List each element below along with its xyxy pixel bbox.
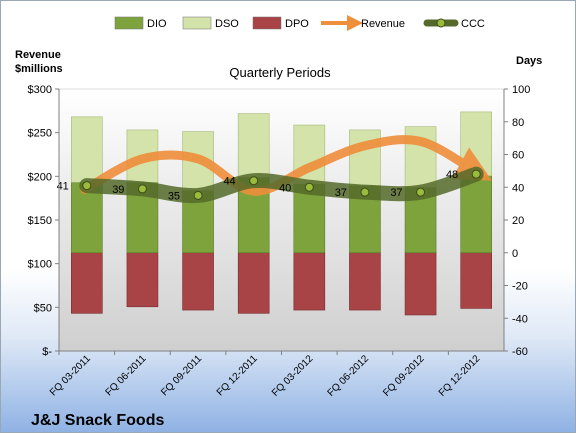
bar-dpo — [182, 252, 214, 311]
bar-dpo — [71, 252, 103, 314]
left-axis-title-line1: Revenue — [15, 49, 61, 61]
ccc-data-label: 37 — [390, 187, 402, 199]
bars-layer — [71, 111, 492, 316]
bar-dpo — [293, 252, 326, 311]
x-axis-tick-label: FQ 12-2011 — [215, 353, 260, 398]
right-axis-tick-label: 40 — [512, 182, 524, 194]
legend-label-dpo: DPO — [285, 18, 309, 30]
legend-swatch-dpo — [252, 16, 282, 30]
left-axis-tick-label: $50 — [34, 302, 52, 314]
ccc-line — [79, 166, 484, 204]
ccc-point — [137, 184, 147, 194]
ccc-data-label: 44 — [223, 176, 235, 188]
ccc-point — [82, 181, 92, 191]
legend-label-revenue: Revenue — [361, 18, 405, 30]
legend-label-dio: DIO — [147, 18, 167, 30]
ccc-point — [360, 187, 370, 197]
ccc-data-label: 39 — [112, 184, 124, 196]
ccc-data-label: 37 — [335, 187, 347, 199]
bar-dso — [349, 129, 381, 186]
right-axis-tick-label: 0 — [512, 248, 518, 260]
plot-area — [58, 88, 505, 352]
x-axis-tick-label: FQ 09-2011 — [159, 353, 204, 398]
right-axis-tick-label: 60 — [512, 150, 524, 162]
ccc-data-label: 48 — [446, 169, 458, 181]
bar-dio — [460, 175, 492, 254]
right-axis-tick-label: 20 — [512, 215, 524, 227]
bar-dpo — [404, 252, 437, 316]
ccc-point — [471, 169, 481, 179]
ccc-point — [249, 176, 259, 186]
right-axis-tick-label: -20 — [512, 281, 528, 293]
x-axis-tick-label: FQ 12-2012 — [437, 353, 483, 399]
left-axis-title-line2: $millions — [15, 63, 63, 75]
x-axis-tick-label: FQ 06-2012 — [326, 353, 372, 399]
x-axis-tick-label: FQ 03-2011 — [48, 353, 93, 398]
right-axis-tick-label: -40 — [512, 313, 528, 325]
bar-dpo — [237, 252, 270, 314]
ccc-point — [416, 187, 426, 197]
ccc-data-label: 40 — [279, 182, 291, 194]
bar-dso — [71, 116, 103, 183]
legend-swatch-dso — [182, 16, 212, 30]
chart-title: Quarterly Periods — [229, 65, 331, 80]
right-axis-title: Days — [516, 55, 542, 67]
ccc-data-label: 41 — [57, 181, 69, 193]
left-axis-tick-label: $150 — [28, 215, 52, 227]
left-axis-tick-label: $- — [42, 346, 52, 358]
right-axis-tick-label: -60 — [512, 346, 528, 358]
legend-label-ccc: CCC — [461, 18, 485, 30]
legend-label-dso: DSO — [215, 18, 239, 30]
left-axis-tick-label: $250 — [28, 128, 52, 140]
bar-dso — [237, 113, 270, 178]
right-axis-tick-label: 80 — [512, 117, 524, 129]
left-axis-tick-label: $300 — [28, 84, 52, 96]
legend: DIO DSO DPO Revenue CCC — [114, 15, 485, 31]
legend-marker-ccc — [436, 18, 446, 28]
ccc-point — [193, 190, 203, 200]
bar-dpo — [460, 252, 492, 309]
x-axis-tick-label: FQ 06-2011 — [104, 353, 149, 398]
right-axis-tick-label: 100 — [512, 84, 530, 96]
ccc-data-label: 35 — [168, 190, 180, 202]
bar-dpo — [126, 252, 159, 308]
x-axis-tick-label: FQ 03-2012 — [270, 353, 316, 399]
x-axis-tick-label: FQ 09-2012 — [381, 353, 427, 399]
company-name: J&J Snack Foods — [31, 412, 164, 429]
left-axis-tick-label: $200 — [28, 171, 52, 183]
lines-layer: 41 39 35 44 40 37 37 48 — [57, 135, 492, 204]
bar-dpo — [349, 252, 381, 311]
left-axis-tick-label: $100 — [28, 259, 52, 271]
legend-swatch-dio — [114, 16, 144, 30]
ccc-point — [304, 182, 314, 192]
